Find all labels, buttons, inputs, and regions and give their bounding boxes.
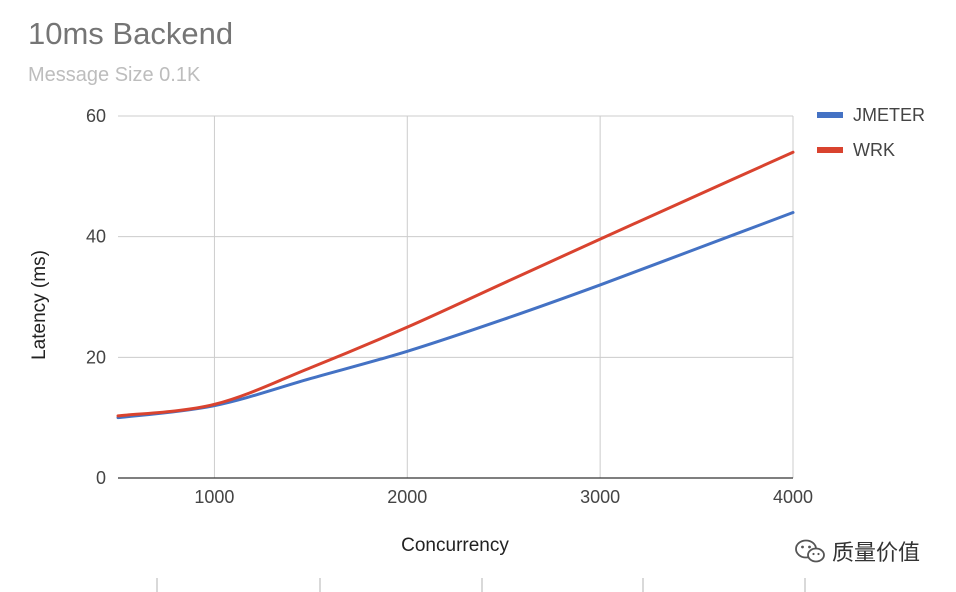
series-line-jmeter [116, 211, 795, 420]
x-tick-label: 2000 [387, 487, 427, 507]
legend: JMETER WRK [817, 105, 925, 160]
x-tick-label: 1000 [194, 487, 234, 507]
legend-swatch-wrk [817, 147, 843, 153]
x-axis-label: Concurrency [401, 535, 509, 556]
x-tick-label: 4000 [773, 487, 813, 507]
chart-subtitle: Message Size 0.1K [28, 64, 201, 86]
tick-labels: 0 20 40 60 1000 2000 3000 4000 [86, 106, 813, 507]
bottom-tick-marks [156, 578, 806, 592]
x-tick-label: 3000 [580, 487, 620, 507]
y-tick-label: 20 [86, 347, 106, 367]
legend-label-jmeter: JMETER [853, 105, 925, 125]
y-tick-label: 0 [96, 468, 106, 488]
legend-swatch-jmeter [817, 112, 843, 118]
series-lines [116, 150, 795, 420]
chart-title: 10ms Backend [28, 16, 233, 51]
watermark: 质量价值 [795, 539, 920, 565]
y-tick-label: 40 [86, 227, 106, 247]
wechat-icon [795, 539, 825, 563]
gridlines [118, 115, 794, 479]
watermark-text: 质量价值 [832, 540, 920, 565]
legend-label-wrk: WRK [853, 140, 895, 160]
y-axis-label: Latency (ms) [29, 250, 50, 360]
y-tick-label: 60 [86, 106, 106, 126]
series-line-wrk [116, 150, 795, 418]
